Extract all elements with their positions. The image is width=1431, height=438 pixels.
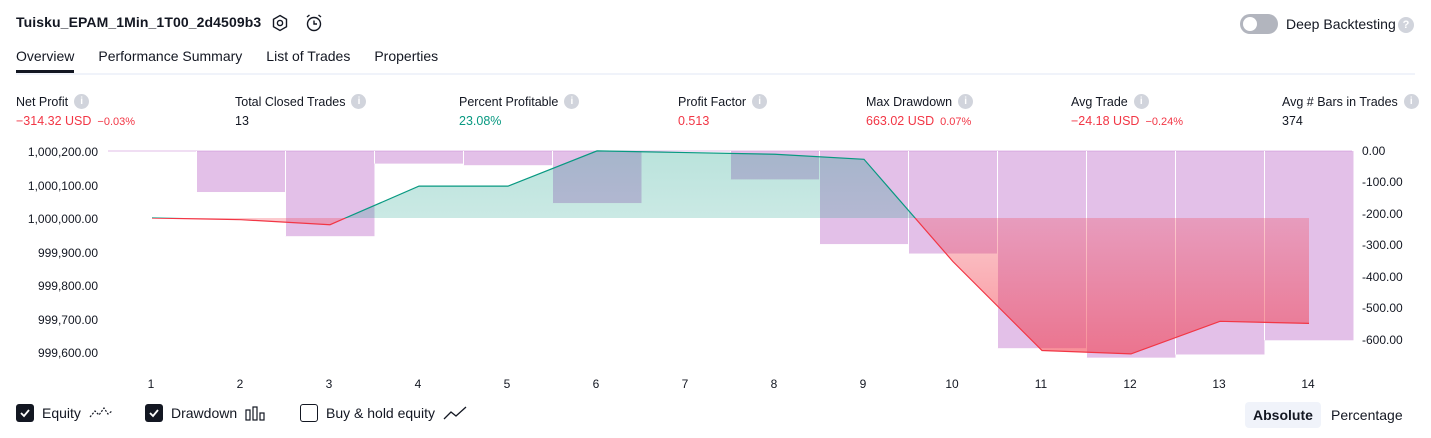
x-tick: 6 <box>586 377 606 391</box>
x-tick: 7 <box>675 377 695 391</box>
y-left-tick: 1,000,200.00 <box>16 145 98 159</box>
buy-hold-line-icon <box>443 405 467 421</box>
y-right-tick: -100.00 <box>1362 175 1403 189</box>
y-left-tick: 999,800.00 <box>16 279 98 293</box>
legend-label: Buy & hold equity <box>326 405 435 421</box>
legend-label: Equity <box>42 405 81 421</box>
x-tick: 12 <box>1120 377 1140 391</box>
legend-label: Drawdown <box>171 405 237 421</box>
y-left-tick: 999,600.00 <box>16 346 98 360</box>
y-right-tick: -300.00 <box>1362 238 1403 252</box>
x-tick: 5 <box>497 377 517 391</box>
equity-line-icon <box>89 405 113 421</box>
checkbox-icon[interactable] <box>300 404 318 422</box>
legend-buy-hold-equity[interactable]: Buy & hold equity <box>300 404 467 422</box>
legend-equity[interactable]: Equity <box>16 404 113 422</box>
x-tick: 10 <box>942 377 962 391</box>
y-right-tick: -500.00 <box>1362 301 1403 315</box>
drawdown-bars-icon <box>245 405 265 421</box>
drawdown-bar <box>197 151 286 192</box>
legend-drawdown[interactable]: Drawdown <box>145 404 265 422</box>
y-left-tick: 1,000,100.00 <box>16 179 98 193</box>
x-tick: 11 <box>1031 377 1051 391</box>
checkbox-icon[interactable] <box>145 404 163 422</box>
y-right-tick: -600.00 <box>1362 333 1403 347</box>
checkbox-icon[interactable] <box>16 404 34 422</box>
mode-percentage-button[interactable]: Percentage <box>1323 402 1411 428</box>
drawdown-bar <box>464 151 553 165</box>
mode-absolute-button[interactable]: Absolute <box>1245 402 1321 428</box>
x-tick: 9 <box>853 377 873 391</box>
x-tick: 13 <box>1209 377 1229 391</box>
y-left-tick: 1,000,000.00 <box>16 212 98 226</box>
y-left-tick: 999,700.00 <box>16 313 98 327</box>
y-left-tick: 999,900.00 <box>16 246 98 260</box>
drawdown-bar <box>375 151 464 164</box>
x-tick: 8 <box>764 377 784 391</box>
x-tick: 4 <box>408 377 428 391</box>
x-tick: 1 <box>141 377 161 391</box>
x-tick: 3 <box>319 377 339 391</box>
y-right-tick: -400.00 <box>1362 270 1403 284</box>
x-tick: 2 <box>230 377 250 391</box>
x-tick: 14 <box>1298 377 1318 391</box>
y-right-tick: -200.00 <box>1362 207 1403 221</box>
y-right-tick: 0.00 <box>1362 144 1385 158</box>
